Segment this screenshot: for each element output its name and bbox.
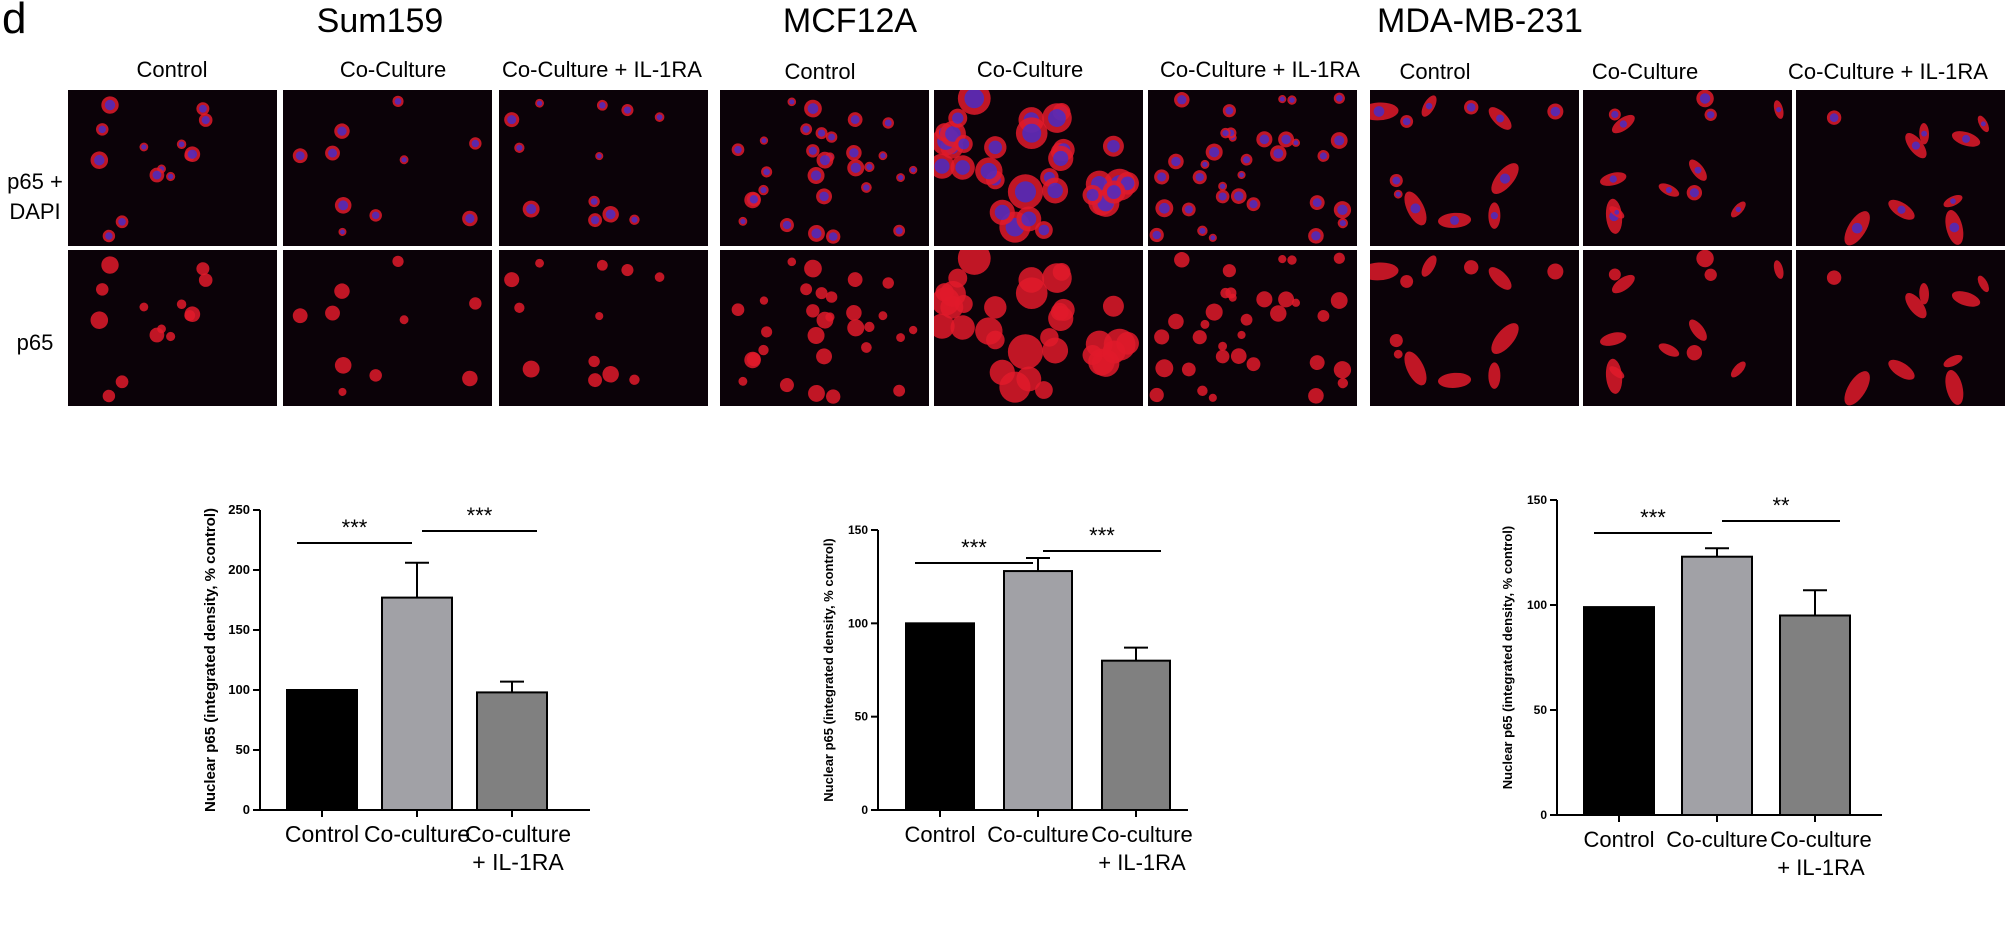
y-tick-label: 150 [228,622,250,637]
bar-coculture [381,596,453,811]
bar-chart-mcf12a: 0 50 100 150 Nuclear p65 (integrated density… [800,490,1260,910]
micrograph-mda-mb-231-coculture-p65-dapi [1583,90,1792,246]
col-label-control: Control [1399,59,1471,84]
col-label-control: Control [784,59,856,84]
micrograph-sum159-coculture-il1ra-p65-dapi [499,90,708,246]
x-tick-label: Control [285,821,359,847]
col-label-coculture: Co-Culture [1591,59,1699,84]
row-label-p65-dapi: p65 + DAPI [7,169,63,224]
significance-label: *** [342,515,368,540]
micrograph-mda-mb-231-coculture-il1ra-p65 [1796,250,2005,406]
micrograph-mcf12a-control-p65-dapi [720,90,929,246]
y-tick-label: 50 [236,742,250,757]
micrograph-sum159-control-p65-dapi [68,90,277,246]
x-tick-label: + IL-1RA [1098,850,1186,875]
x-tick-label: + IL-1RA [472,849,564,875]
y-tick-label: 100 [848,616,868,630]
significance-label: ** [1772,493,1790,518]
significance-label: *** [1089,523,1115,548]
significance-label: *** [1640,505,1666,530]
cell-line-title-mda-mb-231: MDA-MB-231 [1377,2,1583,40]
micrograph-mcf12a-control-p65 [720,250,929,406]
x-tick-label: + IL-1RA [1777,855,1865,880]
y-tick-label: 100 [1527,598,1547,612]
micrograph-mda-mb-231-coculture-p65 [1583,250,1792,406]
y-tick-label: 200 [228,562,250,577]
row-label-p65: p65 [16,330,54,355]
y-tick-label: 50 [855,710,869,724]
y-tick-label: 250 [228,502,250,517]
micrograph-sum159-coculture-p65 [283,250,492,406]
micrograph-sum159-coculture-il1ra-p65 [499,250,708,406]
cell-line-title-mcf12a: MCF12A [782,2,918,40]
bar-control [286,689,358,811]
x-tick-label: Co-culture [1091,822,1192,847]
y-axis-label: Nuclear p65 (integrated density, % contr… [821,538,836,801]
cell-line-title-sum159: Sum159 [316,2,444,40]
significance-label: *** [961,535,987,560]
col-label-coculture: Co-Culture [339,57,447,82]
micrograph-sum159-control-p65 [68,250,277,406]
micrograph-mda-mb-231-control-p65-dapi [1370,90,1579,246]
x-tick-label: Co-culture [1770,827,1871,852]
panel-letter: d [2,0,27,43]
y-tick-label: 0 [1540,808,1547,822]
bar-control [1583,606,1655,816]
bar-coculture-il1ra [476,691,548,811]
x-tick-label: Co-culture [987,822,1088,847]
x-tick-label: Control [1584,827,1655,852]
bar-coculture [1003,570,1073,811]
micrograph-sum159-coculture-p65-dapi [283,90,492,246]
bar-coculture [1681,555,1753,816]
micrograph-mcf12a-coculture-il1ra-p65-dapi [1148,90,1357,246]
col-label-control: Control [136,57,208,82]
micrograph-mcf12a-coculture-p65 [934,250,1143,406]
y-tick-label: 100 [228,682,250,697]
micrograph-mda-mb-231-control-p65 [1370,250,1579,406]
y-axis-label: Nuclear p65 (integrated density, % contr… [202,508,219,812]
y-tick-label: 150 [1527,493,1547,507]
x-tick-label: Co-culture [465,821,571,847]
bar-chart-sum159: 0 50 100 150 200 250 Nuclear p65 (integrated d… [190,470,670,910]
col-label-coculture-il1ra: Co-Culture + IL-1RA [1788,59,1988,84]
y-tick-label: 0 [243,802,250,817]
micrograph-mda-mb-231-coculture-il1ra-p65-dapi [1796,90,2005,246]
x-tick-label: Control [905,822,976,847]
y-tick-label: 50 [1534,703,1548,717]
y-axis-label: Nuclear p65 (integrated density, % contr… [1500,526,1515,789]
y-tick-label: 150 [848,523,868,537]
bar-chart-mda-mb-231: 0 50 100 150 Nuclear p65 (integrated density… [1480,455,1960,910]
significance-label: *** [467,503,493,528]
col-label-coculture-il1ra: Co-Culture + IL-1RA [1160,57,1360,82]
x-tick-label: Co-culture [1666,827,1767,852]
col-label-coculture-il1ra: Co-Culture + IL-1RA [502,57,702,82]
micrograph-mcf12a-coculture-il1ra-p65 [1148,250,1357,406]
col-label-coculture: Co-Culture [976,57,1084,82]
bar-coculture-il1ra [1101,659,1171,811]
y-tick-label: 0 [861,803,868,817]
bar-control [905,622,975,811]
x-tick-label: Co-culture [364,821,470,847]
micrograph-mcf12a-coculture-p65-dapi [934,90,1143,246]
bar-coculture-il1ra [1779,614,1851,816]
